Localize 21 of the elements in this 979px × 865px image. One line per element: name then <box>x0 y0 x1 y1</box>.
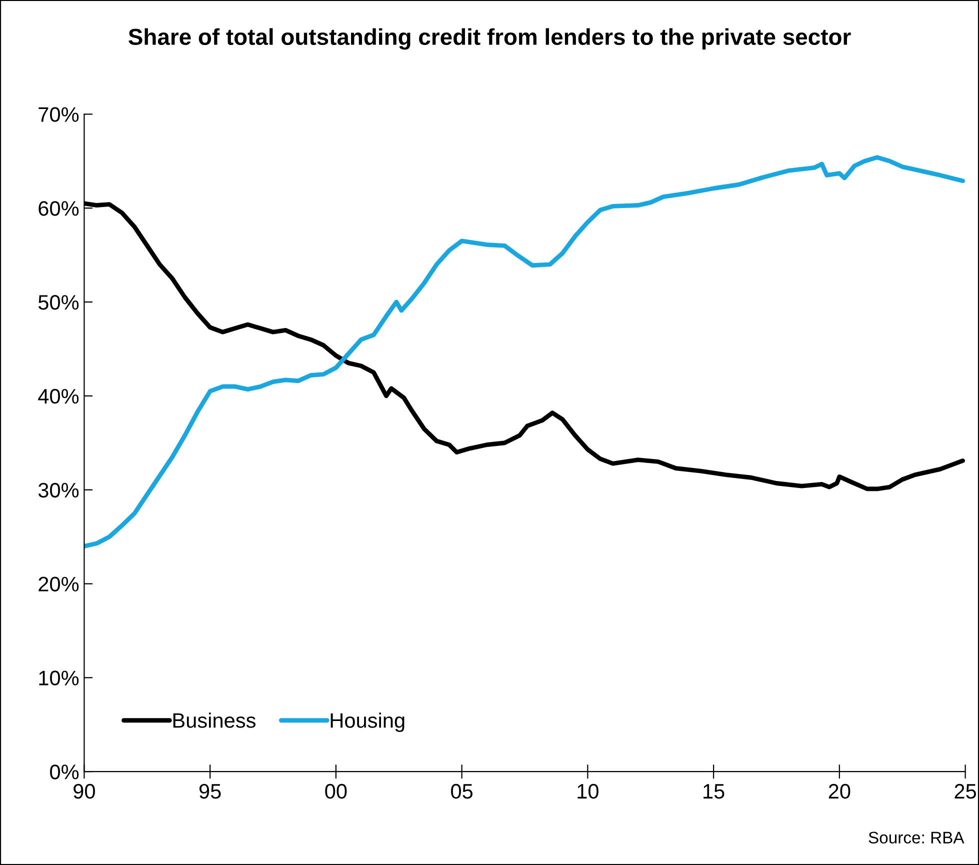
y-tick-label: 10% <box>39 670 79 686</box>
y-tick-label: 70% <box>38 107 79 122</box>
x-tick-label: 25 <box>954 784 976 799</box>
x-tick-label: 10 <box>578 784 598 799</box>
y-tick-label: 60% <box>38 201 79 216</box>
x-tick-label: 20 <box>828 784 850 799</box>
source-note: Source: RBA <box>868 832 964 844</box>
y-tick-label: 20% <box>38 576 79 592</box>
x-tick-label: 05 <box>451 784 473 799</box>
legend-label: Business <box>173 712 256 728</box>
x-tick-label: 15 <box>704 784 724 799</box>
y-tick-label: 50% <box>38 295 79 310</box>
x-tick-label: 95 <box>199 784 221 799</box>
line-series <box>84 155 965 548</box>
y-tick-label: 30% <box>38 482 79 498</box>
y-tick-label: 40% <box>38 388 79 404</box>
x-tick-label: 90 <box>74 784 95 799</box>
y-tick-label: 0% <box>50 764 79 780</box>
x-tick-label: 00 <box>325 784 347 799</box>
legend-label: Housing <box>330 712 404 732</box>
chart-title: Share of total outstanding credit from lenders to the private sector <box>128 28 851 50</box>
